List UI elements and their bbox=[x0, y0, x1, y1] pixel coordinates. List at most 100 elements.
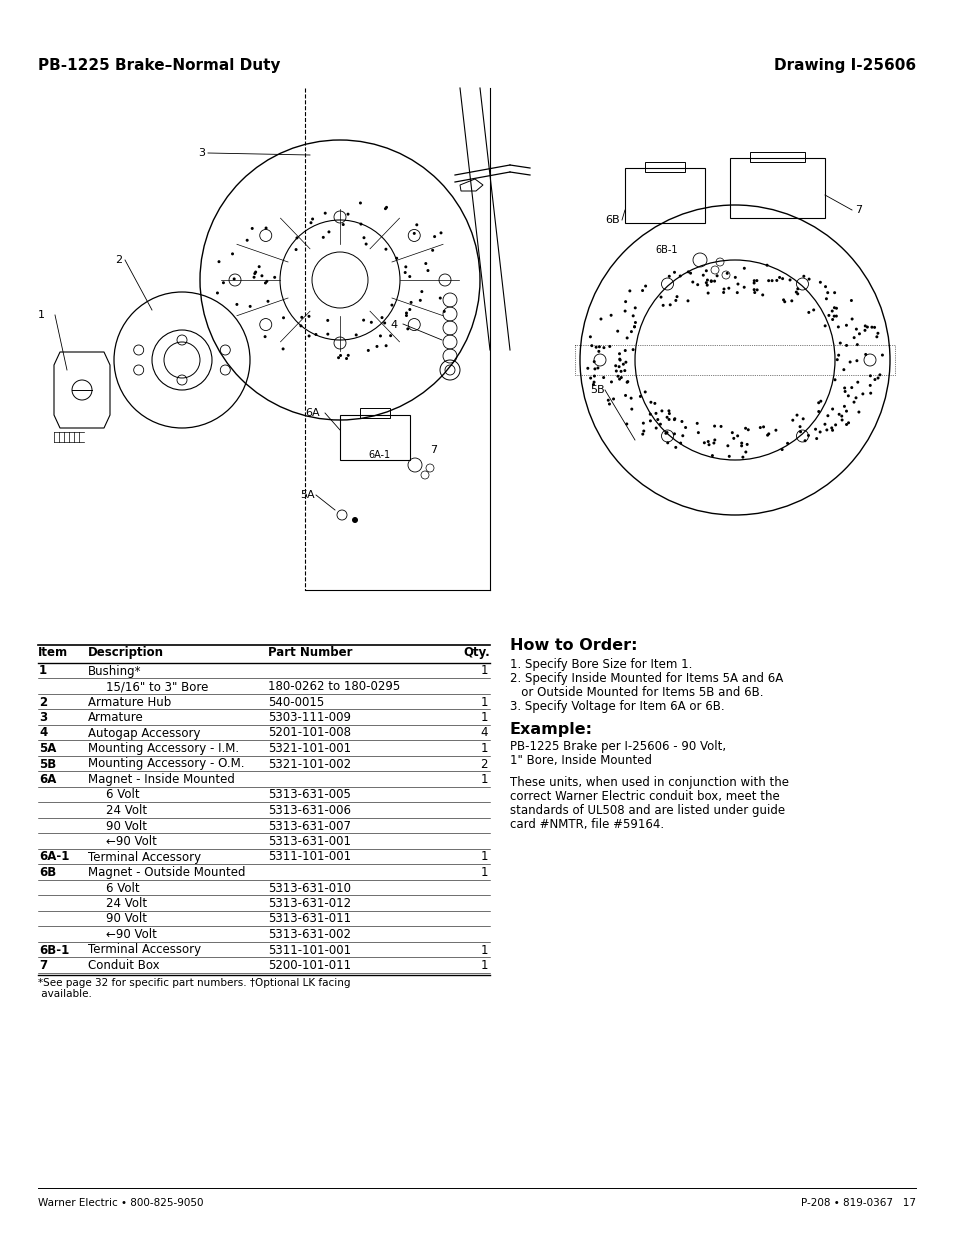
Circle shape bbox=[640, 289, 643, 291]
Circle shape bbox=[840, 415, 842, 417]
Text: 3: 3 bbox=[39, 711, 47, 724]
Text: 6B: 6B bbox=[604, 215, 619, 225]
Circle shape bbox=[727, 454, 730, 458]
Circle shape bbox=[794, 290, 797, 294]
Circle shape bbox=[634, 321, 637, 324]
Text: 1. Specify Bore Size for Item 1.: 1. Specify Bore Size for Item 1. bbox=[510, 658, 692, 671]
Circle shape bbox=[235, 303, 238, 306]
Circle shape bbox=[704, 282, 707, 284]
Circle shape bbox=[672, 419, 676, 421]
Circle shape bbox=[789, 299, 793, 303]
Circle shape bbox=[770, 279, 773, 282]
Text: Bushing*: Bushing* bbox=[88, 664, 141, 678]
Text: or Outside Mounted for Items 5B and 6B.: or Outside Mounted for Items 5B and 6B. bbox=[510, 685, 762, 699]
Circle shape bbox=[826, 314, 829, 317]
Text: 1: 1 bbox=[480, 773, 488, 785]
Circle shape bbox=[678, 274, 681, 278]
Circle shape bbox=[591, 383, 595, 387]
Text: P-208 • 819-0367   17: P-208 • 819-0367 17 bbox=[801, 1198, 915, 1208]
Circle shape bbox=[811, 309, 814, 311]
Text: 3: 3 bbox=[198, 148, 205, 158]
Circle shape bbox=[442, 310, 445, 312]
Circle shape bbox=[609, 380, 613, 383]
Circle shape bbox=[326, 332, 329, 336]
Text: ←90 Volt: ←90 Volt bbox=[106, 927, 156, 941]
Circle shape bbox=[601, 346, 605, 350]
Circle shape bbox=[625, 380, 629, 383]
Circle shape bbox=[742, 267, 745, 269]
Circle shape bbox=[735, 291, 738, 294]
Circle shape bbox=[667, 409, 670, 412]
Circle shape bbox=[656, 417, 659, 421]
Circle shape bbox=[818, 431, 821, 433]
Text: 5A: 5A bbox=[39, 742, 56, 755]
Circle shape bbox=[691, 280, 694, 284]
Circle shape bbox=[257, 266, 260, 268]
Circle shape bbox=[740, 442, 742, 445]
Circle shape bbox=[358, 201, 361, 205]
Text: 5313-631-011: 5313-631-011 bbox=[268, 913, 351, 925]
Circle shape bbox=[844, 424, 847, 426]
Text: 5313-631-005: 5313-631-005 bbox=[268, 788, 351, 802]
Circle shape bbox=[740, 456, 743, 458]
Circle shape bbox=[778, 275, 781, 279]
Text: 1: 1 bbox=[480, 944, 488, 956]
Circle shape bbox=[799, 430, 801, 433]
Circle shape bbox=[311, 217, 314, 221]
Circle shape bbox=[621, 363, 624, 366]
Text: 1: 1 bbox=[480, 851, 488, 863]
Circle shape bbox=[295, 236, 298, 240]
Circle shape bbox=[868, 384, 871, 387]
Text: 5313-631-001: 5313-631-001 bbox=[268, 835, 351, 848]
Circle shape bbox=[592, 380, 595, 384]
Circle shape bbox=[753, 291, 756, 294]
Circle shape bbox=[709, 279, 712, 283]
Circle shape bbox=[846, 421, 849, 425]
Circle shape bbox=[721, 288, 724, 290]
Circle shape bbox=[253, 272, 256, 275]
Circle shape bbox=[817, 401, 820, 404]
Circle shape bbox=[686, 299, 689, 303]
Circle shape bbox=[854, 396, 857, 399]
Text: 5313-631-010: 5313-631-010 bbox=[268, 882, 351, 894]
Circle shape bbox=[832, 291, 835, 294]
Circle shape bbox=[725, 445, 729, 447]
Circle shape bbox=[863, 353, 866, 356]
Circle shape bbox=[431, 248, 434, 252]
Circle shape bbox=[616, 374, 618, 378]
Circle shape bbox=[253, 275, 255, 279]
Text: 4: 4 bbox=[390, 320, 396, 330]
Circle shape bbox=[822, 325, 826, 327]
Circle shape bbox=[249, 305, 252, 308]
Circle shape bbox=[788, 278, 791, 282]
Circle shape bbox=[362, 319, 365, 321]
Circle shape bbox=[766, 279, 769, 282]
Circle shape bbox=[309, 221, 313, 225]
Circle shape bbox=[801, 417, 803, 420]
Circle shape bbox=[704, 269, 707, 272]
Circle shape bbox=[378, 335, 381, 337]
Circle shape bbox=[404, 314, 408, 317]
Circle shape bbox=[841, 368, 844, 372]
Circle shape bbox=[854, 327, 857, 331]
Circle shape bbox=[623, 394, 626, 396]
Circle shape bbox=[618, 358, 621, 362]
Circle shape bbox=[648, 420, 651, 422]
Text: 3. Specify Voltage for Item 6A or 6B.: 3. Specify Voltage for Item 6A or 6B. bbox=[510, 700, 724, 713]
Circle shape bbox=[719, 425, 721, 429]
Circle shape bbox=[233, 278, 235, 280]
Circle shape bbox=[630, 408, 633, 410]
Text: 1: 1 bbox=[480, 960, 488, 972]
Circle shape bbox=[855, 359, 858, 362]
Circle shape bbox=[667, 417, 670, 421]
Text: 2. Specify Inside Mounted for Items 5A and 6A: 2. Specify Inside Mounted for Items 5A a… bbox=[510, 672, 782, 685]
Circle shape bbox=[633, 325, 636, 329]
Text: correct Warner Electric conduit box, meet the: correct Warner Electric conduit box, mee… bbox=[510, 790, 779, 803]
Circle shape bbox=[594, 346, 597, 348]
Circle shape bbox=[623, 350, 626, 352]
Circle shape bbox=[593, 374, 596, 378]
Circle shape bbox=[849, 387, 852, 389]
Circle shape bbox=[696, 431, 700, 435]
Circle shape bbox=[801, 274, 804, 278]
Circle shape bbox=[607, 403, 610, 405]
